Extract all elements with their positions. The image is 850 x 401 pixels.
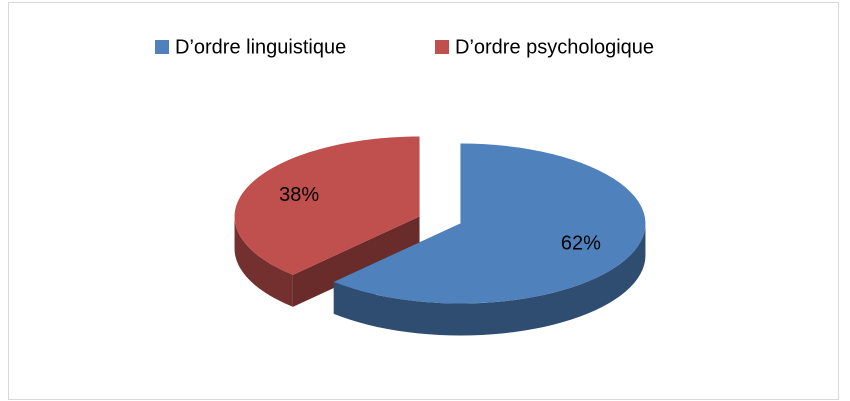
slice-side (333, 223, 646, 336)
data-label: 38% (279, 184, 319, 206)
legend-label: D’ordre psychologique (455, 36, 654, 58)
chart-border (8, 2, 839, 400)
legend-swatch (155, 40, 169, 54)
slice-wall (292, 216, 420, 307)
data-label: 62% (561, 232, 601, 254)
slice-side (234, 216, 293, 307)
pie-slice (333, 143, 646, 304)
pie-slice (234, 136, 420, 275)
legend-swatch (435, 40, 449, 54)
legend-label: D’ordre linguistique (175, 36, 346, 58)
